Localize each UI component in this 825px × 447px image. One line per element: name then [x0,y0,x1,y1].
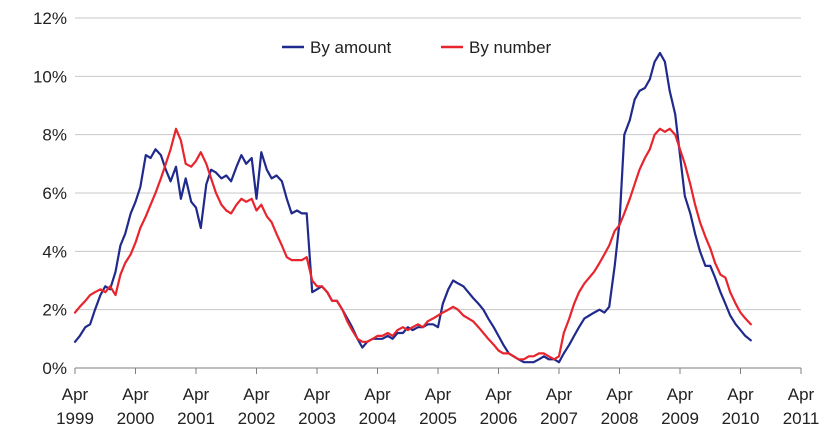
x-tick-label-month: Apr [485,385,512,404]
y-tick-label: 12% [33,9,67,28]
y-tick-label: 0% [42,359,67,378]
x-tick-label-year: 2000 [117,409,155,428]
x-axis: Apr 1999 Apr 2000 Apr 2001 Apr 2002 Apr 2003 Apr 20… [56,367,820,428]
y-axis: 0% 2% 4% 6% 8% 10% 12% [33,9,67,378]
x-tick-label-month: Apr [788,385,815,404]
legend-label-by-number: By number [469,38,552,57]
x-tick-label-year: 2005 [419,409,457,428]
x-tick-label-year: 2001 [177,409,215,428]
x-tick-label-year: 2003 [298,409,336,428]
y-tick-label: 6% [42,184,67,203]
x-tick-label-month: Apr [243,385,270,404]
legend-label-by-amount: By amount [310,38,392,57]
legend: By amount By number [282,38,552,57]
y-tick-label: 8% [42,126,67,145]
x-tick-label-month: Apr [425,385,452,404]
x-tick-label-month: Apr [606,385,633,404]
x-tick-label-month: Apr [304,385,331,404]
x-tick-label-year: 2010 [722,409,760,428]
x-tick-label-year: 2008 [601,409,639,428]
series-line-by-number [73,127,752,361]
series-line-by-amount [73,51,752,364]
x-tick-label-year: 1999 [56,409,94,428]
x-tick-label-year: 2011 [783,409,820,428]
x-tick-label-year: 2007 [540,409,578,428]
y-tick-label: 4% [42,242,67,261]
x-tick-label-year: 2009 [661,409,699,428]
x-tick-label-month: Apr [122,385,149,404]
x-tick-label-month: Apr [183,385,210,404]
x-tick-label-year: 2002 [238,409,276,428]
x-tick-label-month: Apr [364,385,391,404]
x-tick-label-year: 2006 [480,409,518,428]
y-tick-label: 2% [42,301,67,320]
x-tick-label-month: Apr [667,385,694,404]
grid [75,17,801,311]
series-lines [73,51,752,364]
x-tick-label-month: Apr [546,385,573,404]
x-tick-label-month: Apr [727,385,754,404]
y-tick-label: 10% [33,67,67,86]
x-tick-label-month: Apr [62,385,89,404]
x-tick-label-year: 2004 [359,409,397,428]
